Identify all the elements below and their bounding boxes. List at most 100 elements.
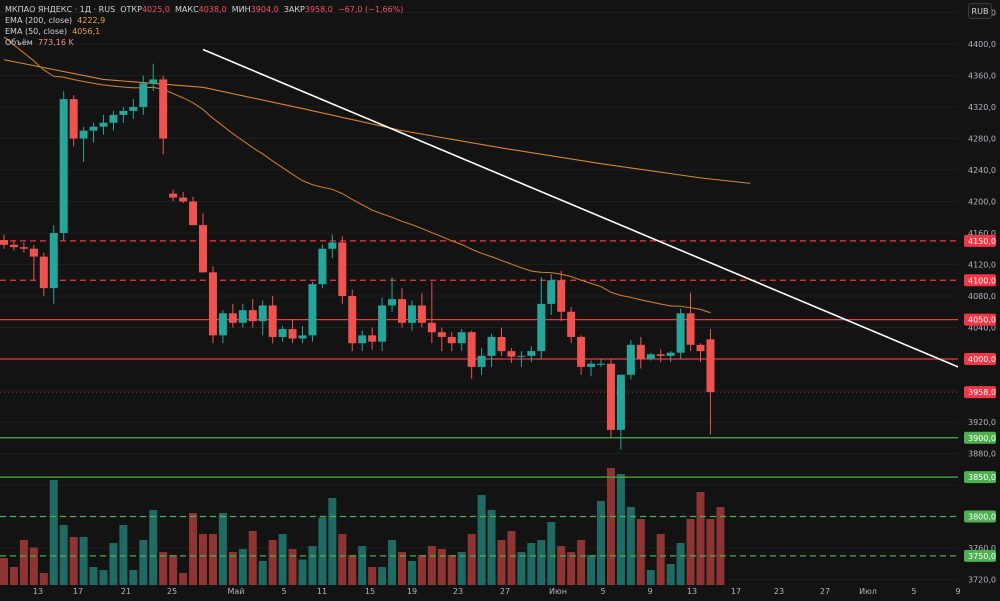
price-badge-label: 3750,0 [968, 552, 996, 561]
volume-bar [716, 507, 725, 585]
support-price-badge [964, 510, 996, 523]
volume-bar [89, 567, 98, 585]
ema50-label: EMA (50, close) [5, 27, 68, 36]
candle-body [258, 305, 267, 322]
volume-bar [467, 534, 476, 585]
volume-bar [676, 543, 685, 585]
price-tick-label: 4280,0 [968, 135, 996, 144]
price-badge-label: 3850,0 [968, 473, 996, 482]
volume-bar [139, 540, 148, 585]
volume-label: Объём [5, 38, 33, 47]
volume-bar [378, 567, 387, 585]
volume-bar [507, 531, 516, 585]
candle-body [238, 310, 247, 323]
price-tick-label: 3720,0 [968, 576, 996, 585]
candle-body [517, 355, 526, 357]
volume-bar [99, 570, 108, 585]
price-badge-label: 3800,0 [968, 513, 996, 522]
time-tick-label: Июл [859, 587, 877, 596]
candle-body [368, 335, 377, 342]
candle-body [616, 374, 625, 430]
price-tick-label: 3760,0 [968, 544, 996, 553]
volume-bar [109, 543, 118, 585]
candle-body [676, 313, 685, 353]
candle-body [49, 233, 58, 289]
volume-bar [208, 534, 217, 585]
time-tick-label: 13 [33, 587, 43, 596]
volume-bar [159, 552, 168, 585]
price-tick-label: 4360,0 [968, 72, 996, 81]
volume-bar [278, 534, 287, 585]
candle-body [318, 248, 327, 285]
volume-bar [79, 537, 88, 585]
volume-bar [606, 468, 615, 585]
symbol-label[interactable]: МКПАО ЯНДЕКС · 1Д · RUS [5, 5, 116, 14]
open-label: ОТКР [120, 5, 142, 14]
resistance-price-badge [964, 274, 996, 287]
candle-body [149, 79, 158, 84]
volume-bar [706, 519, 715, 585]
volume-bar [517, 552, 526, 585]
candle-body [358, 335, 367, 344]
candle-body [268, 305, 277, 337]
candle-body [398, 299, 406, 323]
candle-body [119, 110, 128, 115]
volume-bar [487, 510, 496, 585]
candle-body [467, 332, 476, 367]
ema200-value: 4222,9 [77, 16, 106, 25]
price-tick-label: 4120,0 [968, 261, 996, 270]
candles [0, 63, 715, 450]
candle-body [179, 197, 188, 202]
legend-volume-row[interactable]: Объём 773,16 K [5, 37, 403, 48]
candle-body [437, 332, 446, 337]
volume-value: 773,16 K [37, 38, 74, 47]
price-axis[interactable]: 4520,04480,04440,04400,04360,04320,04280… [958, 0, 1000, 601]
candle-body [129, 107, 138, 111]
change-value: −67,0 (−1,66%) [337, 5, 404, 14]
resistance-price-badge [964, 313, 996, 326]
candle-body [537, 303, 546, 352]
legend-ema50-row[interactable]: EMA (50, close) 4056,1 [5, 26, 403, 37]
candle-body [79, 130, 88, 139]
low-label: МИН [231, 5, 251, 14]
candle-body [388, 299, 397, 306]
currency-button[interactable]: RUB [968, 3, 992, 19]
time-tick-label: 13 [687, 587, 697, 596]
candle-body [696, 344, 705, 352]
high-value: 4038,0 [198, 5, 227, 14]
close-label: ЗАКР [283, 5, 305, 14]
time-tick-label: 21 [121, 587, 131, 596]
volume-bar [656, 534, 665, 585]
ema-lines [3, 36, 751, 314]
volume-bar [9, 567, 18, 585]
time-axis[interactable]: 13 17 21 25 Май 5 11 15 19 23 27 Июн 5 9 13 17 23 27 Июл 5 9 [33, 587, 961, 596]
support-price-badge [964, 471, 996, 484]
volume-bar [646, 570, 655, 585]
legend-ema200-row[interactable]: EMA (200, close) 4222,9 [5, 15, 403, 26]
resistance-price-badge [964, 353, 996, 365]
trendline[interactable] [202, 48, 1000, 426]
volume-bar [318, 517, 327, 585]
time-tick-label: 5 [600, 587, 605, 596]
volume-bar [666, 564, 675, 585]
candle-body [597, 363, 605, 365]
volume-bar [437, 549, 446, 585]
candle-body [29, 248, 38, 257]
time-tick-label: 17 [731, 587, 741, 596]
time-tick-label: Май [227, 587, 244, 596]
price-tick-label: 4240,0 [968, 166, 996, 175]
candle-body [477, 355, 486, 367]
volume-bar [567, 552, 576, 585]
time-tick-label: 11 [317, 587, 327, 596]
candle-body [39, 256, 48, 289]
last-price-badge [964, 386, 996, 399]
price-axis-bg [958, 0, 1000, 601]
candle-body [208, 272, 217, 336]
volume-bar [696, 492, 705, 585]
candle-body [278, 329, 287, 337]
volume-bar [527, 543, 536, 585]
volume-bar [59, 525, 68, 585]
price-tick-label: 4040,0 [968, 324, 996, 333]
volume-bar [328, 498, 337, 585]
